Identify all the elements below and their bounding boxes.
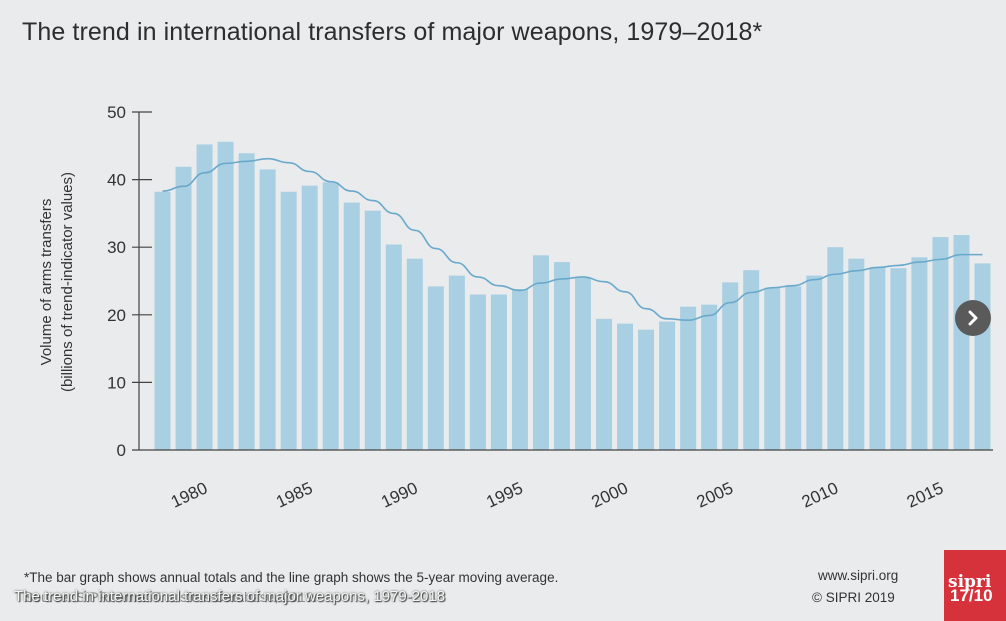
y-tick-label: 30 <box>107 238 126 257</box>
slide-caption: The trend in international transfers of … <box>14 588 446 605</box>
bar-1985 <box>280 191 297 450</box>
bar-1989 <box>364 210 381 450</box>
bar-2015 <box>911 257 928 450</box>
bar-2014 <box>890 268 907 450</box>
bar-1994 <box>469 294 486 450</box>
bar-1987 <box>322 182 339 450</box>
bar-1988 <box>343 202 360 450</box>
bar-1983 <box>238 153 255 450</box>
bar-1999 <box>575 277 592 450</box>
bar-1993 <box>448 275 465 450</box>
x-tick-label: 2010 <box>799 478 841 511</box>
bar-2017 <box>953 235 970 450</box>
source-note: Source: SIPRI Arms Transfers Database, 2… <box>24 589 318 605</box>
chevron-right-icon <box>968 310 978 326</box>
bar-2008 <box>764 287 781 450</box>
bar-1992 <box>427 286 444 450</box>
bar-1995 <box>490 294 507 450</box>
bar-2005 <box>701 304 718 450</box>
bar-1998 <box>553 262 570 450</box>
slide-counter: 17/10 <box>950 586 993 605</box>
bar-2012 <box>848 258 865 450</box>
y-axis-label-group: Volume of arms transfers (billions of tr… <box>38 172 76 392</box>
bar-2009 <box>785 286 802 450</box>
bar-1984 <box>259 169 276 450</box>
bar-1981 <box>196 144 213 450</box>
y-tick-label: 20 <box>107 306 126 325</box>
x-tick-label: 1990 <box>378 478 420 511</box>
bar-1991 <box>406 258 423 450</box>
x-tick-label: 2005 <box>694 478 736 511</box>
bar-2011 <box>827 247 844 450</box>
bar-2002 <box>638 329 655 450</box>
y-tick-label: 40 <box>107 171 126 190</box>
bar-1997 <box>532 255 549 450</box>
y-axis-sublabel: (billions of trend-indicator values) <box>59 172 76 392</box>
logo-text: sipri <box>948 572 992 592</box>
bar-2000 <box>596 318 613 450</box>
y-tick-label: 0 <box>117 441 126 460</box>
moving-average-line <box>162 157 983 322</box>
bar-2010 <box>806 275 823 450</box>
bar-2004 <box>680 306 697 450</box>
bar-2016 <box>932 237 949 450</box>
chart: Volume of arms transfers (billions of tr… <box>38 103 993 512</box>
y-tick-label: 50 <box>107 103 126 122</box>
next-slide-button[interactable] <box>955 300 991 336</box>
footnote: *The bar graph shows annual totals and t… <box>24 570 559 585</box>
bar-1980 <box>175 166 192 451</box>
bar-2001 <box>617 323 634 450</box>
bar-1982 <box>217 141 234 450</box>
chart-title: The trend in international transfers of … <box>22 18 763 46</box>
x-tick-label: 1985 <box>273 478 315 511</box>
sipri-logo <box>944 550 1006 621</box>
bar-2006 <box>722 282 739 450</box>
y-tick-label: 10 <box>107 373 126 392</box>
bar-1996 <box>511 289 528 450</box>
bar-2007 <box>743 270 760 450</box>
x-tick-label: 2000 <box>589 478 631 511</box>
x-tick-label: 1980 <box>168 478 210 511</box>
copyright-notice: © SIPRI 2019 <box>812 590 895 605</box>
bar-2018 <box>974 263 991 450</box>
x-tick-label: 1995 <box>483 478 525 511</box>
y-axis-label: Volume of arms transfers <box>38 199 55 366</box>
bar-2003 <box>659 321 676 450</box>
bar-2013 <box>869 267 886 450</box>
website-link[interactable]: www.sipri.org <box>818 568 899 583</box>
bar-1979 <box>154 191 171 450</box>
bar-1986 <box>301 185 318 450</box>
plot-area: 0 10 20 30 40 50 1980 1985 1990 1995 2000 2005 2010 2… <box>107 103 993 512</box>
x-tick-label: 2015 <box>904 478 946 511</box>
bar-1990 <box>385 244 402 450</box>
